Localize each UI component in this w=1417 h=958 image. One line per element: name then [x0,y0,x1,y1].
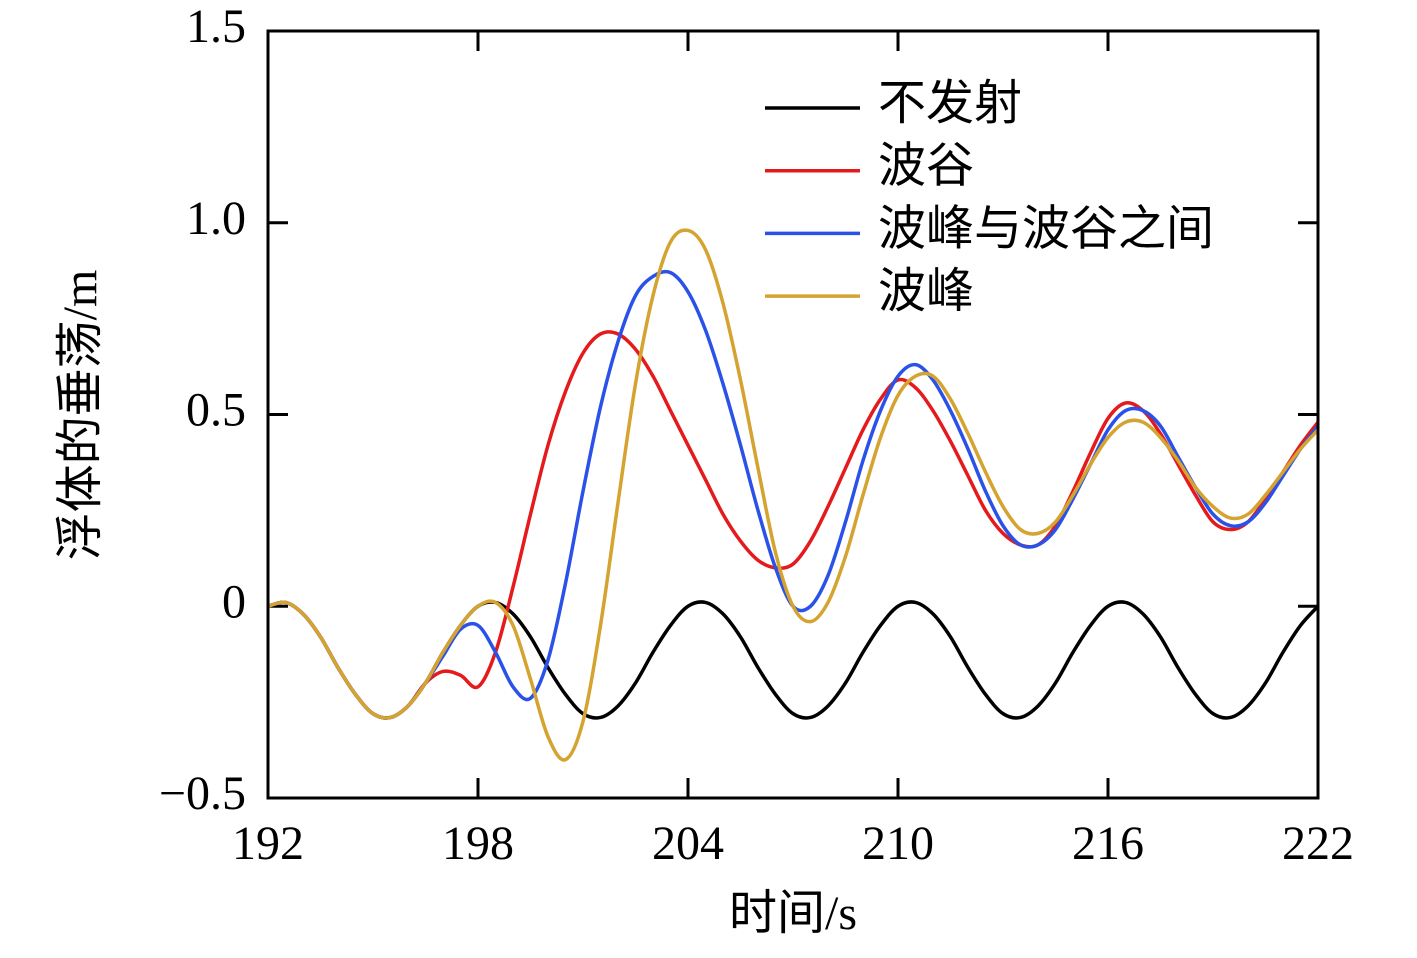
x-tick-label: 204 [652,817,724,870]
legend-label: 波峰 [878,265,974,318]
x-tick-label: 216 [1072,817,1144,870]
series-line [267,330,1320,720]
legend-label: 不发射 [878,77,1022,130]
y-tick-label: 0.5 [186,384,246,437]
plot-frame [266,29,1320,800]
series-line [267,269,1320,720]
x-tick-label: 222 [1282,817,1354,870]
legend-label: 波谷 [878,140,974,193]
x-tick-label: 192 [232,817,304,870]
y-axis-label: 浮体的垂荡/m [54,270,107,561]
y-tick-label: −0.5 [159,767,246,820]
y-tick-label: 0 [222,575,246,628]
legend-label: 波峰与波谷之间 [878,202,1214,255]
y-tick-label: 1.0 [186,192,246,245]
series-line [267,228,1320,762]
x-tick-label: 210 [862,817,934,870]
x-axis-label: 时间/s [729,887,857,940]
y-tick-label: 1.5 [186,0,246,53]
x-tick-label: 198 [442,817,514,870]
series-line [267,600,1320,720]
